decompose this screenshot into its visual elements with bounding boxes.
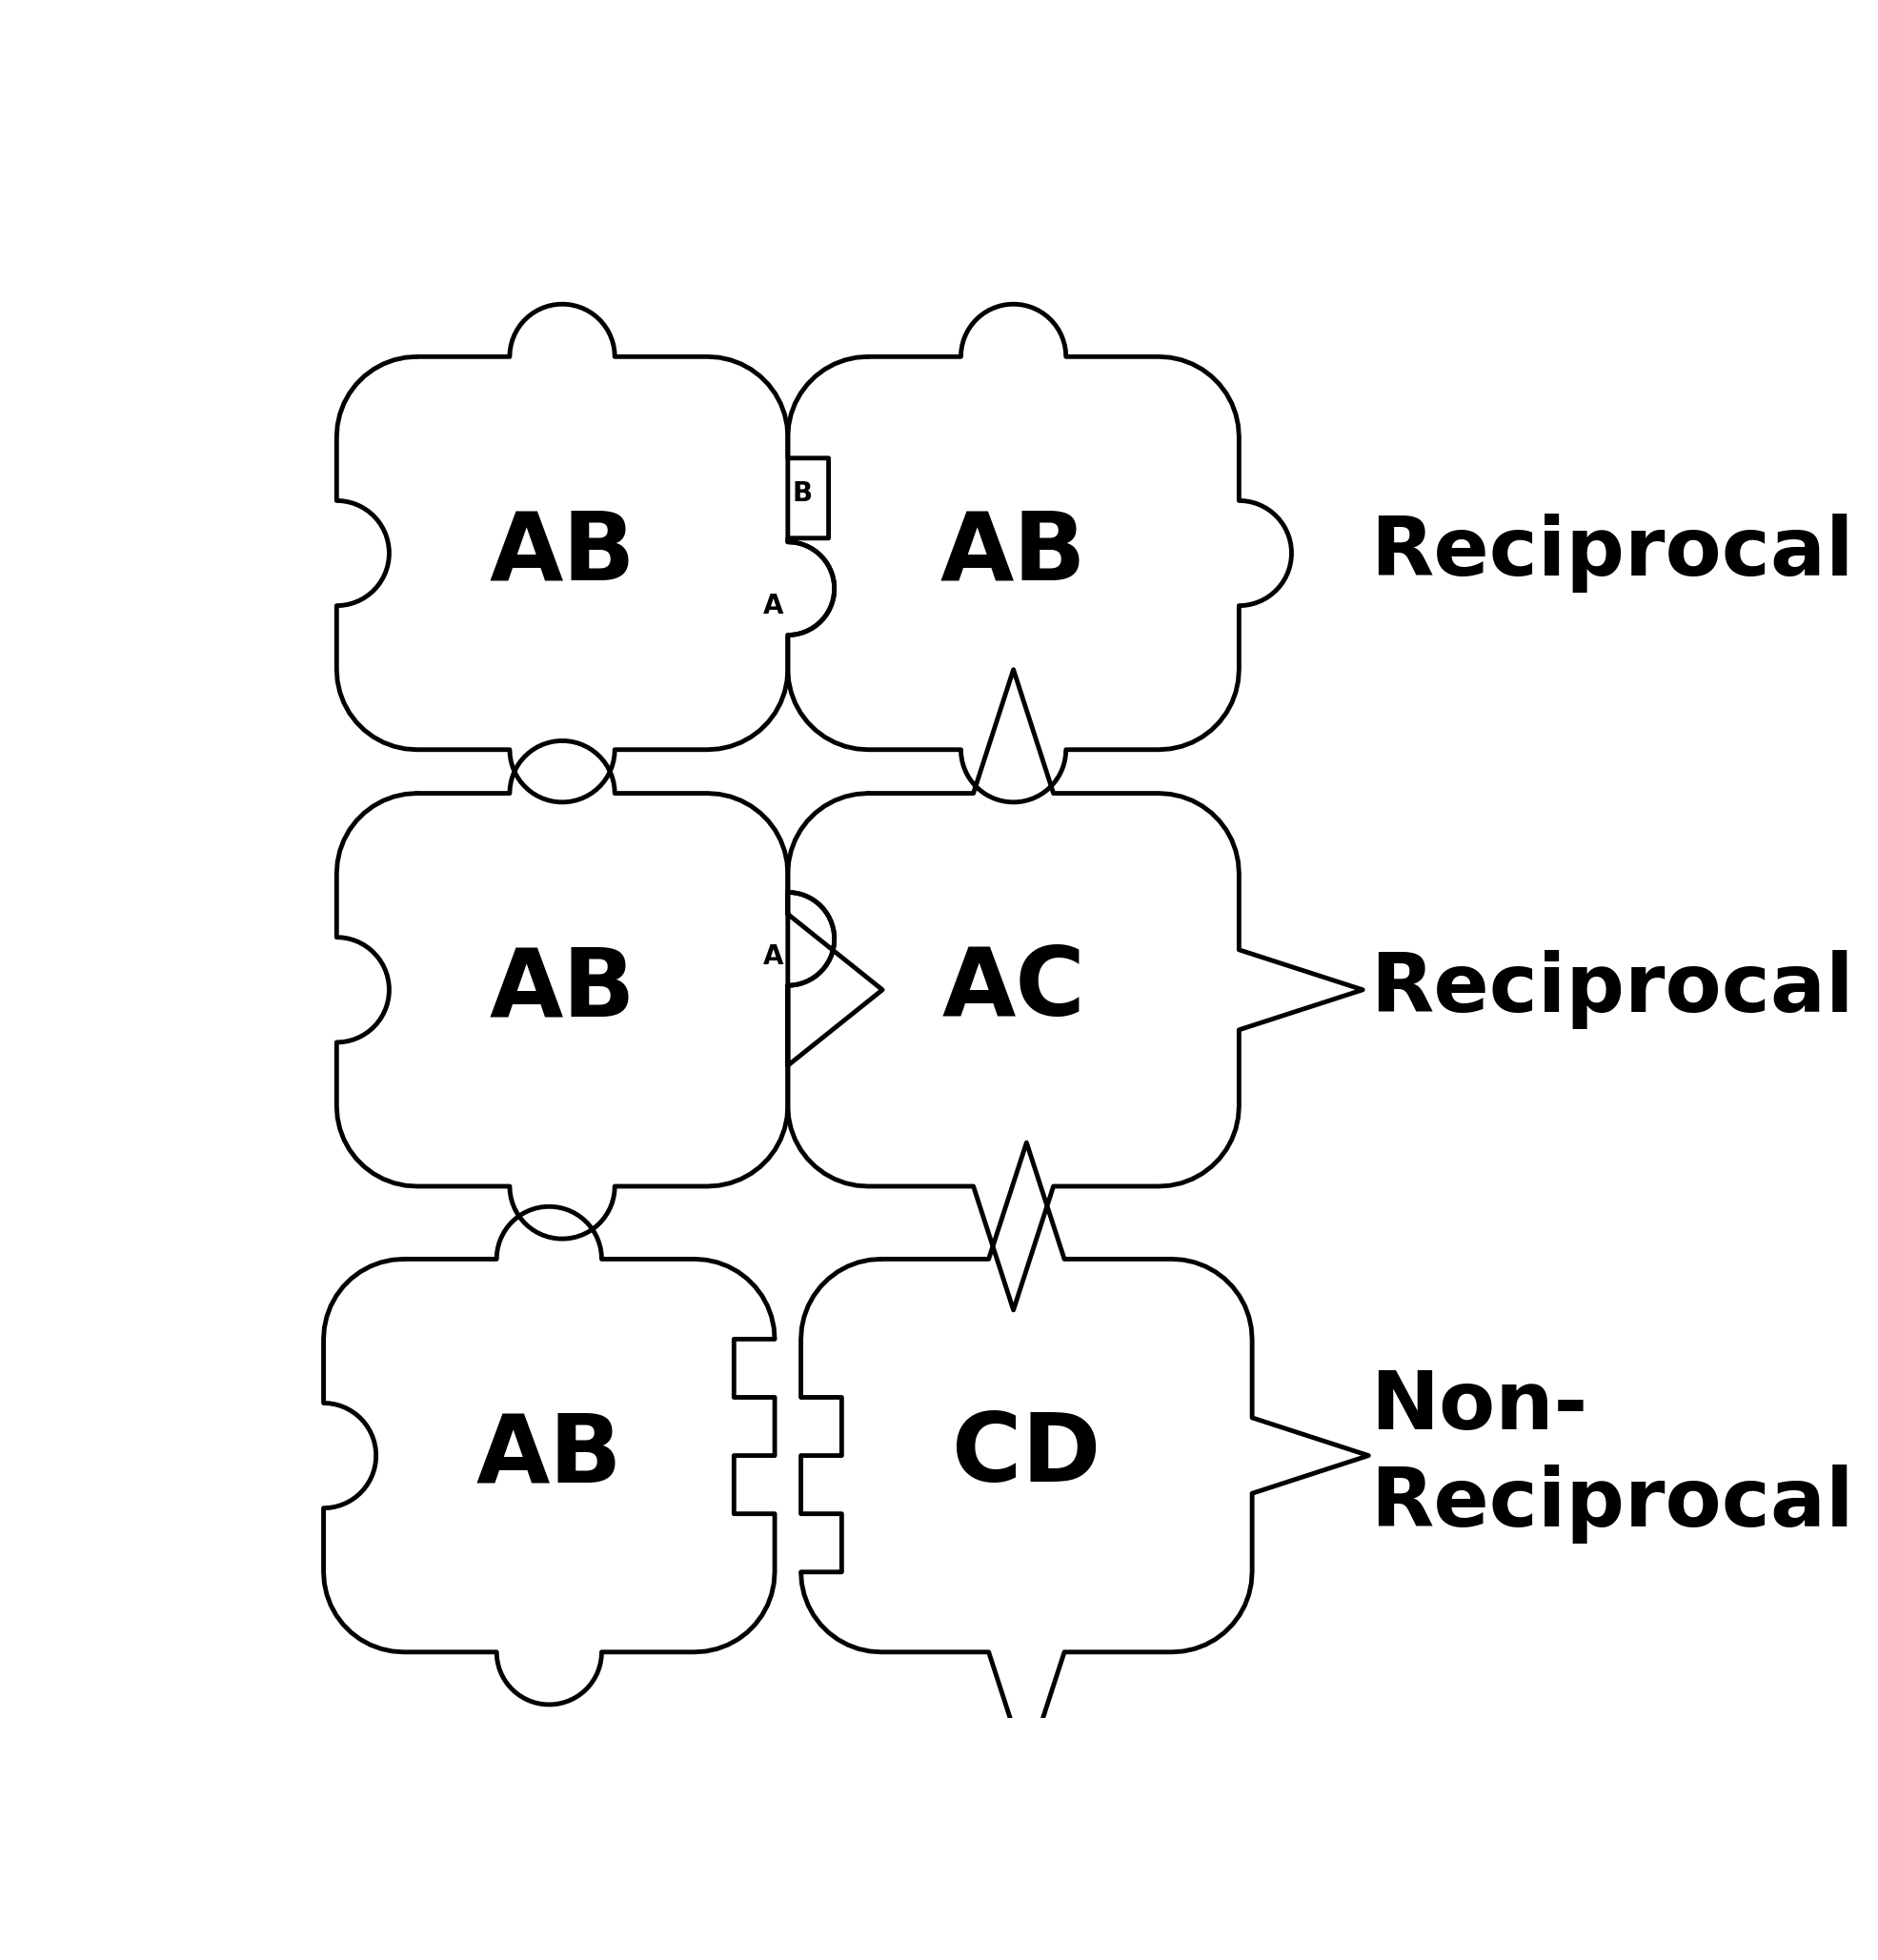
Text: AB: AB: [488, 508, 635, 600]
Text: Non-
Reciprocal: Non- Reciprocal: [1371, 1368, 1854, 1544]
Text: Reciprocal: Reciprocal: [1371, 514, 1854, 592]
Text: AC: AC: [941, 943, 1085, 1037]
Polygon shape: [789, 304, 1292, 802]
Text: AB: AB: [941, 508, 1087, 600]
Text: A: A: [762, 943, 783, 970]
Text: CD: CD: [952, 1409, 1101, 1501]
Polygon shape: [800, 1143, 1369, 1768]
Polygon shape: [323, 1207, 776, 1705]
Polygon shape: [789, 670, 1363, 1309]
Text: Reciprocal: Reciprocal: [1371, 951, 1854, 1029]
Text: B: B: [793, 480, 811, 508]
Text: AB: AB: [475, 1409, 622, 1501]
Polygon shape: [336, 304, 834, 802]
Text: A: A: [762, 592, 783, 619]
Polygon shape: [336, 741, 883, 1239]
Text: AB: AB: [488, 943, 635, 1037]
